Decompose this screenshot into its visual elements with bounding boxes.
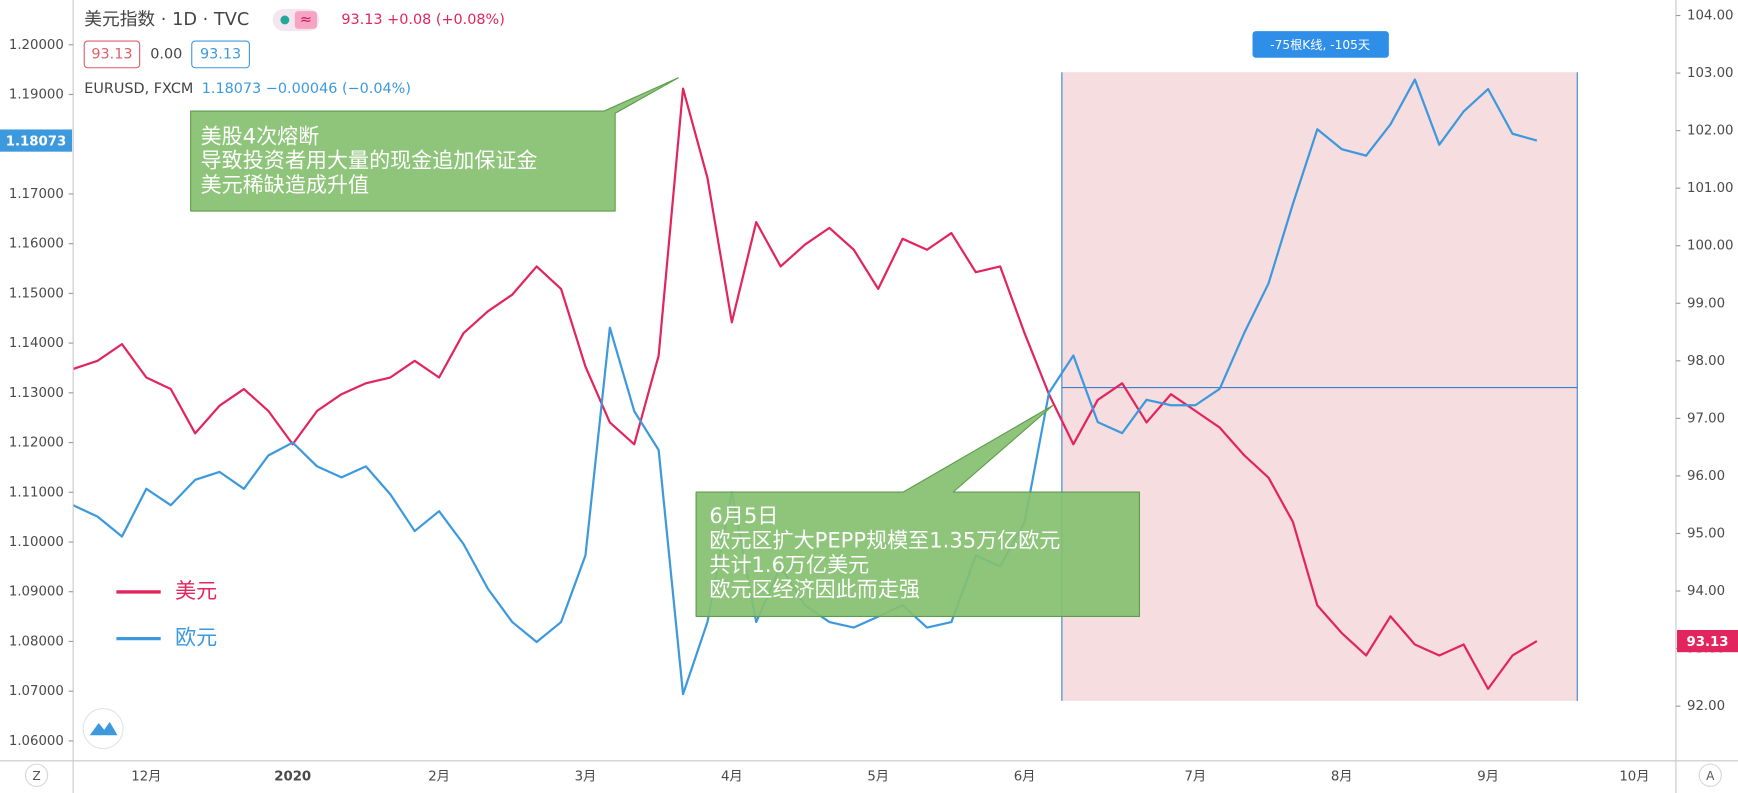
x-tick-label: 8月 — [1331, 769, 1353, 784]
y-tick-label: 1.17000 — [9, 187, 64, 202]
logo-button[interactable] — [82, 708, 124, 750]
price-tag — [0, 129, 73, 152]
price-box-text: 0.00 — [150, 46, 182, 62]
axis-button[interactable]: A — [1698, 763, 1722, 787]
symbol-title: 美元指数 · 1D · TVC — [84, 9, 249, 30]
x-tick-label: 6月 — [1014, 769, 1036, 784]
logo-icon — [89, 721, 118, 736]
callout-text: 共计1.6万亿美元 — [709, 552, 869, 577]
callout-text: 导致投资者用大量的现金追加保证金 — [201, 148, 538, 173]
axis-button[interactable]: Z — [24, 763, 49, 787]
y2-tick-label: 101.00 — [1687, 181, 1733, 196]
y-tick-label: 1.16000 — [9, 237, 64, 252]
callout-box — [190, 77, 679, 212]
callout-text: 美元稀缺造成升值 — [201, 172, 369, 197]
header: 美元指数 · 1D · TVC ≈ 93.13 +0.08 (+0.08%) 9… — [83, 8, 505, 97]
callout-text: 美股4次熔断 — [201, 123, 320, 148]
y2-tick-label: 96.00 — [1687, 469, 1725, 484]
status-icon-glyph: ≈ — [300, 12, 312, 28]
callout-box — [695, 404, 1141, 617]
y2-tick-label: 102.00 — [1687, 124, 1733, 139]
x-tick-label: 12月 — [131, 769, 161, 784]
y2-tick-label: 94.00 — [1687, 584, 1725, 599]
x-tick-label: 10月 — [1619, 769, 1649, 784]
y-tick-label: 1.13000 — [9, 386, 64, 401]
range-box — [1061, 72, 1578, 701]
price-box[interactable] — [83, 40, 141, 69]
x-tick-label: 3月 — [575, 769, 597, 784]
x-tick-label: 4月 — [721, 769, 743, 784]
y-tick-label: 1.11000 — [9, 485, 64, 500]
y2-tick-label: 104.00 — [1687, 9, 1733, 24]
status-icon — [294, 11, 318, 29]
range-label-text: -75根K线, -105天 — [1270, 38, 1370, 52]
y-tick-label: 1.20000 — [9, 38, 64, 53]
y2-tick-label: 95.00 — [1687, 526, 1725, 541]
axis-button-circle[interactable] — [1698, 763, 1722, 787]
compare-quote: 1.18073 −0.00046 (−0.04%) — [202, 81, 411, 97]
compare-symbol: EURUSD, FXCM — [84, 81, 193, 97]
axis-button-text: Z — [32, 769, 40, 783]
legend-label: 欧元 — [175, 625, 217, 650]
callout-text: 6月5日 — [709, 503, 778, 528]
y-tick-label: 1.19000 — [9, 87, 64, 102]
callout: 美股4次熔断 导致投资者用大量的现金追加保证金 美元稀缺造成升值 — [190, 77, 679, 212]
y-tick-label: 1.15000 — [9, 286, 64, 301]
callout-text: 欧元区扩大PEPP规模至1.35万亿欧元 — [709, 528, 1060, 553]
callout: 6月5日 欧元区扩大PEPP规模至1.35万亿欧元 共计1.6万亿美元 欧元区经… — [695, 404, 1141, 617]
y2-tick-label: 97.00 — [1687, 411, 1725, 426]
y-tick-label: 1.06000 — [9, 734, 64, 749]
y-tick-label: 1.09000 — [9, 585, 64, 600]
y2-tick-label: 99.00 — [1687, 296, 1725, 311]
y2-tick-label: 92.00 — [1687, 699, 1725, 714]
legend-label: 美元 — [175, 578, 217, 603]
axis-button-text: A — [1706, 769, 1715, 783]
x-tick-label: 2月 — [428, 769, 450, 784]
symbol-quote: 93.13 +0.08 (+0.08%) — [341, 12, 504, 28]
x-tick-label: 9月 — [1477, 769, 1499, 784]
series-line — [72, 87, 1538, 690]
y-tick-label: 1.10000 — [9, 535, 64, 550]
status-dot — [280, 15, 290, 25]
price-tag-label: 93.13 — [1687, 635, 1729, 650]
price-box-text: 93.13 — [91, 46, 132, 62]
range-label: -75根K线, -105天 — [1252, 31, 1389, 58]
y2-tick-label: 100.00 — [1687, 239, 1733, 254]
y-tick-label: 1.08000 — [9, 634, 64, 649]
y-tick-label: 1.14000 — [9, 336, 64, 351]
price-box[interactable] — [191, 40, 250, 69]
x-tick-label: 5月 — [867, 769, 889, 784]
y2-tick-label: 98.00 — [1687, 354, 1725, 369]
x-tick-label: 2020 — [274, 769, 311, 784]
callout-text: 欧元区经济因此而走强 — [709, 576, 920, 601]
range-label-box — [1252, 31, 1389, 58]
price-tag-label: 1.18073 — [6, 135, 67, 150]
price-box-text: 93.13 — [200, 46, 241, 62]
price-tag — [1677, 629, 1738, 653]
x-tick-label: 7月 — [1184, 769, 1206, 784]
y2-tick-label: 103.00 — [1687, 66, 1733, 81]
background-layer — [1061, 72, 1578, 701]
axis-button-circle[interactable] — [24, 763, 49, 787]
y-tick-label: 1.12000 — [9, 436, 64, 451]
y-tick-label: 1.07000 — [9, 684, 64, 699]
